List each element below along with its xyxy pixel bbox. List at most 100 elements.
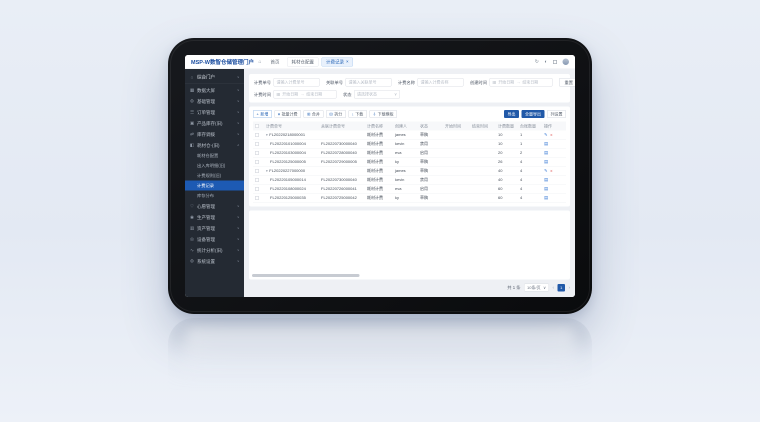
column-header[interactable]: 状态 [420, 123, 428, 129]
toolbar-button[interactable]: ↓ 下载 [348, 110, 367, 118]
row-checkbox[interactable] [255, 150, 259, 155]
sidebar-item-icon: ◎ [190, 236, 194, 242]
portal-icon: ⌂ [190, 74, 194, 80]
toolbar-button[interactable]: 列设置 [547, 110, 566, 118]
toolbar-button[interactable]: ⊟ 拆分 [325, 110, 346, 118]
header-tab[interactable]: 计费记录 × [321, 57, 354, 67]
sidebar-subitem[interactable]: 出入库明细(旧) [197, 163, 226, 168]
delete-icon[interactable]: × [550, 168, 553, 174]
detail-icon[interactable]: ▤ [544, 150, 549, 155]
sidebar-item[interactable]: ◎ 设备管理 ∨ [190, 236, 240, 242]
row-checkbox[interactable] [255, 195, 259, 200]
next-page-button[interactable]: › [568, 285, 571, 290]
sidebar-portal-switcher[interactable]: ⌂ 综合门户 ∨ [185, 71, 244, 84]
sidebar-item[interactable]: ∿ 统计分析(旧) ∨ [190, 247, 240, 253]
sidebar-item[interactable]: ☰ 订单管理 ∨ [189, 109, 240, 115]
sidebar-item[interactable]: ▣ 产品库存(旧) ∨ [189, 120, 240, 126]
column-header[interactable]: 计费数量 [498, 123, 514, 129]
chevron-down-icon: ∨ [236, 226, 240, 230]
delete-icon[interactable]: × [550, 132, 553, 138]
sidebar-item-icon: ▣ [189, 120, 195, 126]
filter-billing-no: 计费单号 请输入计费单号 [254, 78, 320, 87]
status-text: 禁用 [420, 177, 428, 183]
header-tab[interactable]: 首页 [270, 59, 280, 65]
column-header[interactable]: 结束时间 [472, 123, 488, 129]
theme-icon[interactable]: ◐ [544, 59, 548, 65]
refresh-icon[interactable]: ↻ [534, 59, 539, 65]
column-header[interactable]: 关联计费单号 [321, 123, 345, 129]
sidebar-item-icon: ▦ [189, 87, 195, 93]
row-checkbox[interactable] [255, 132, 259, 137]
reset-button[interactable]: 重置 [559, 78, 575, 87]
column-header[interactable]: 台账数量 [520, 123, 536, 129]
table-row[interactable]: FL20220101000004 FL20220730000040 耗材计费 kevi… [253, 140, 566, 149]
expand-caret-icon[interactable]: ▾ [266, 133, 268, 137]
home-icon[interactable]: ⌂ [258, 59, 262, 65]
column-header[interactable]: 操作 [544, 123, 552, 129]
related-no-input[interactable]: 请输入关联单号 [345, 78, 392, 87]
page-size-select[interactable]: 10条/页 ∨ [524, 283, 549, 292]
detail-icon[interactable]: ▤ [544, 177, 549, 182]
prev-page-button[interactable]: ‹ [552, 285, 555, 290]
header-tab[interactable]: 耗材仓配置 [286, 57, 319, 67]
bill-id: FL20220101000004 [270, 141, 306, 147]
sidebar-subitem[interactable]: 计费记录 [185, 180, 244, 191]
sidebar-subitem[interactable]: 库存分布 [197, 193, 215, 198]
toolbar-button[interactable]: 全量导出 [521, 110, 545, 118]
chevron-down-icon: ∨ [236, 110, 240, 114]
toolbar-button[interactable]: ¥ 批量计费 [274, 110, 302, 118]
toolbar-button[interactable]: 导出 [504, 110, 519, 118]
user-avatar[interactable] [562, 58, 569, 65]
detail-icon[interactable]: ▤ [544, 186, 549, 191]
row-checkbox[interactable] [255, 168, 259, 173]
toolbar-button[interactable]: ⇩ 下载模板 [369, 110, 398, 118]
close-icon[interactable]: × [345, 59, 349, 64]
sidebar-group-consumables[interactable]: ◧ 耗材仓-(旧) ∧ [189, 142, 240, 148]
billing-no-input[interactable]: 请输入计费单号 [273, 78, 320, 87]
detail-icon[interactable]: ▤ [544, 159, 549, 164]
expand-caret-icon[interactable]: ▾ [266, 169, 268, 173]
horizontal-scrollbar[interactable] [252, 274, 360, 277]
creator: ky [395, 195, 399, 201]
row-checkbox[interactable] [255, 177, 259, 182]
sidebar-item[interactable]: ▥ 资产管理 ∨ [189, 225, 240, 231]
status-text: 草稿 [420, 132, 428, 138]
create-time-range-picker[interactable]: ▦ 开始日期 → 结束日期 [489, 78, 553, 87]
table-row[interactable]: FL20220108000024 FL20220726000041 耗材计费 eva 启… [253, 185, 566, 194]
table-row[interactable]: ▾ FL20220218000001 耗材计费 james 草稿 10 1 ✎ × [253, 131, 566, 140]
table-row[interactable]: FL20220103000004 FL20220728000040 耗材计费 eva 启… [253, 149, 566, 158]
detail-icon[interactable]: ▤ [544, 141, 549, 146]
table-row[interactable]: FL20220125000005 FL20220729000005 耗材计费 ky 草稿… [253, 158, 566, 167]
billing-time-range-picker[interactable]: ▦ 开始日期 → 结束日期 [273, 90, 337, 99]
status-select[interactable]: 请选择状态 ∨ [354, 90, 401, 99]
sidebar-item[interactable]: ▦ 数据大屏 ∨ [189, 87, 240, 93]
sidebar-item[interactable]: ⇄ 库存调拨 ∨ [190, 131, 240, 137]
sidebar-item[interactable]: ♡ 心愿管理 ∨ [189, 203, 240, 209]
table-row[interactable]: FL20220105000014 FL20220730000040 耗材计费 kevi… [253, 176, 566, 185]
billing-name-input[interactable]: 请输入计费名称 [417, 78, 464, 87]
toolbar-button[interactable]: + 新增 [253, 110, 272, 118]
sidebar-subitem[interactable]: 计费规则(旧) [197, 173, 222, 178]
sidebar-item-icon: ♡ [189, 203, 195, 209]
fullscreen-icon[interactable] [553, 59, 557, 64]
table-row[interactable]: FL20220125000035 FL20220725000042 耗材计费 ky 草稿… [253, 194, 566, 203]
select-all-checkbox[interactable] [255, 124, 259, 128]
row-checkbox[interactable] [255, 159, 259, 164]
edit-icon[interactable]: ✎ [544, 132, 548, 137]
sidebar-item[interactable]: ⚙ 基础管理 ∨ [189, 98, 240, 104]
column-header[interactable]: 创建人 [395, 123, 407, 129]
toolbar-button[interactable]: ⊞ 合并 [303, 110, 324, 118]
row-checkbox[interactable] [255, 186, 259, 191]
page-number-active[interactable]: 1 [557, 283, 565, 292]
sidebar-item[interactable]: ◉ 生产管理 ∨ [190, 214, 240, 220]
edit-icon[interactable]: ✎ [544, 168, 548, 173]
column-header[interactable]: 计费名称 [367, 123, 383, 129]
detail-icon[interactable]: ▤ [544, 195, 549, 200]
row-checkbox[interactable] [255, 141, 259, 146]
column-header[interactable]: 开始时间 [445, 123, 461, 129]
sidebar-subitem[interactable]: 耗材仓配置 [197, 153, 219, 158]
sidebar-item[interactable]: ⚙ 系统设置 ∨ [189, 258, 240, 264]
column-header[interactable]: 计费单号 [266, 123, 282, 129]
table-row[interactable]: ▾ FL20220227000000 耗材计费 james 草稿 40 4 ✎ × [253, 167, 566, 176]
filter-create-time: 创建时间 ▦ 开始日期 → 结束日期 [470, 78, 553, 87]
